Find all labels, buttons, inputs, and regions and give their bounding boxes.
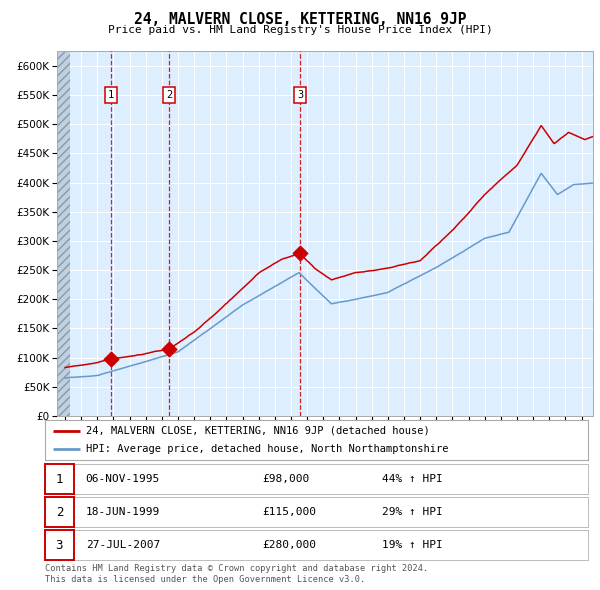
Text: 24, MALVERN CLOSE, KETTERING, NN16 9JP: 24, MALVERN CLOSE, KETTERING, NN16 9JP: [134, 12, 466, 27]
Text: £115,000: £115,000: [262, 507, 316, 517]
Text: £98,000: £98,000: [262, 474, 310, 484]
Bar: [57, 51, 70, 416]
Point: [164, 344, 174, 353]
Point: [106, 354, 116, 363]
Text: Contains HM Land Registry data © Crown copyright and database right 2024.: Contains HM Land Registry data © Crown c…: [45, 564, 428, 573]
Text: 24, MALVERN CLOSE, KETTERING, NN16 9JP (detached house): 24, MALVERN CLOSE, KETTERING, NN16 9JP (…: [86, 426, 430, 436]
Text: 3: 3: [297, 90, 304, 100]
Text: 44% ↑ HPI: 44% ↑ HPI: [382, 474, 442, 484]
Text: 2: 2: [166, 90, 172, 100]
Text: 06-NOV-1995: 06-NOV-1995: [86, 474, 160, 484]
Text: 19% ↑ HPI: 19% ↑ HPI: [382, 540, 442, 550]
Text: £280,000: £280,000: [262, 540, 316, 550]
Text: 2: 2: [56, 506, 63, 519]
Text: Price paid vs. HM Land Registry's House Price Index (HPI): Price paid vs. HM Land Registry's House …: [107, 25, 493, 35]
Text: 1: 1: [56, 473, 63, 486]
Text: This data is licensed under the Open Government Licence v3.0.: This data is licensed under the Open Gov…: [45, 575, 365, 584]
Point: [295, 248, 305, 257]
Text: 29% ↑ HPI: 29% ↑ HPI: [382, 507, 442, 517]
Text: 3: 3: [56, 539, 63, 552]
Text: 1: 1: [108, 90, 114, 100]
Text: 18-JUN-1999: 18-JUN-1999: [86, 507, 160, 517]
Text: 27-JUL-2007: 27-JUL-2007: [86, 540, 160, 550]
Text: HPI: Average price, detached house, North Northamptonshire: HPI: Average price, detached house, Nort…: [86, 444, 448, 454]
